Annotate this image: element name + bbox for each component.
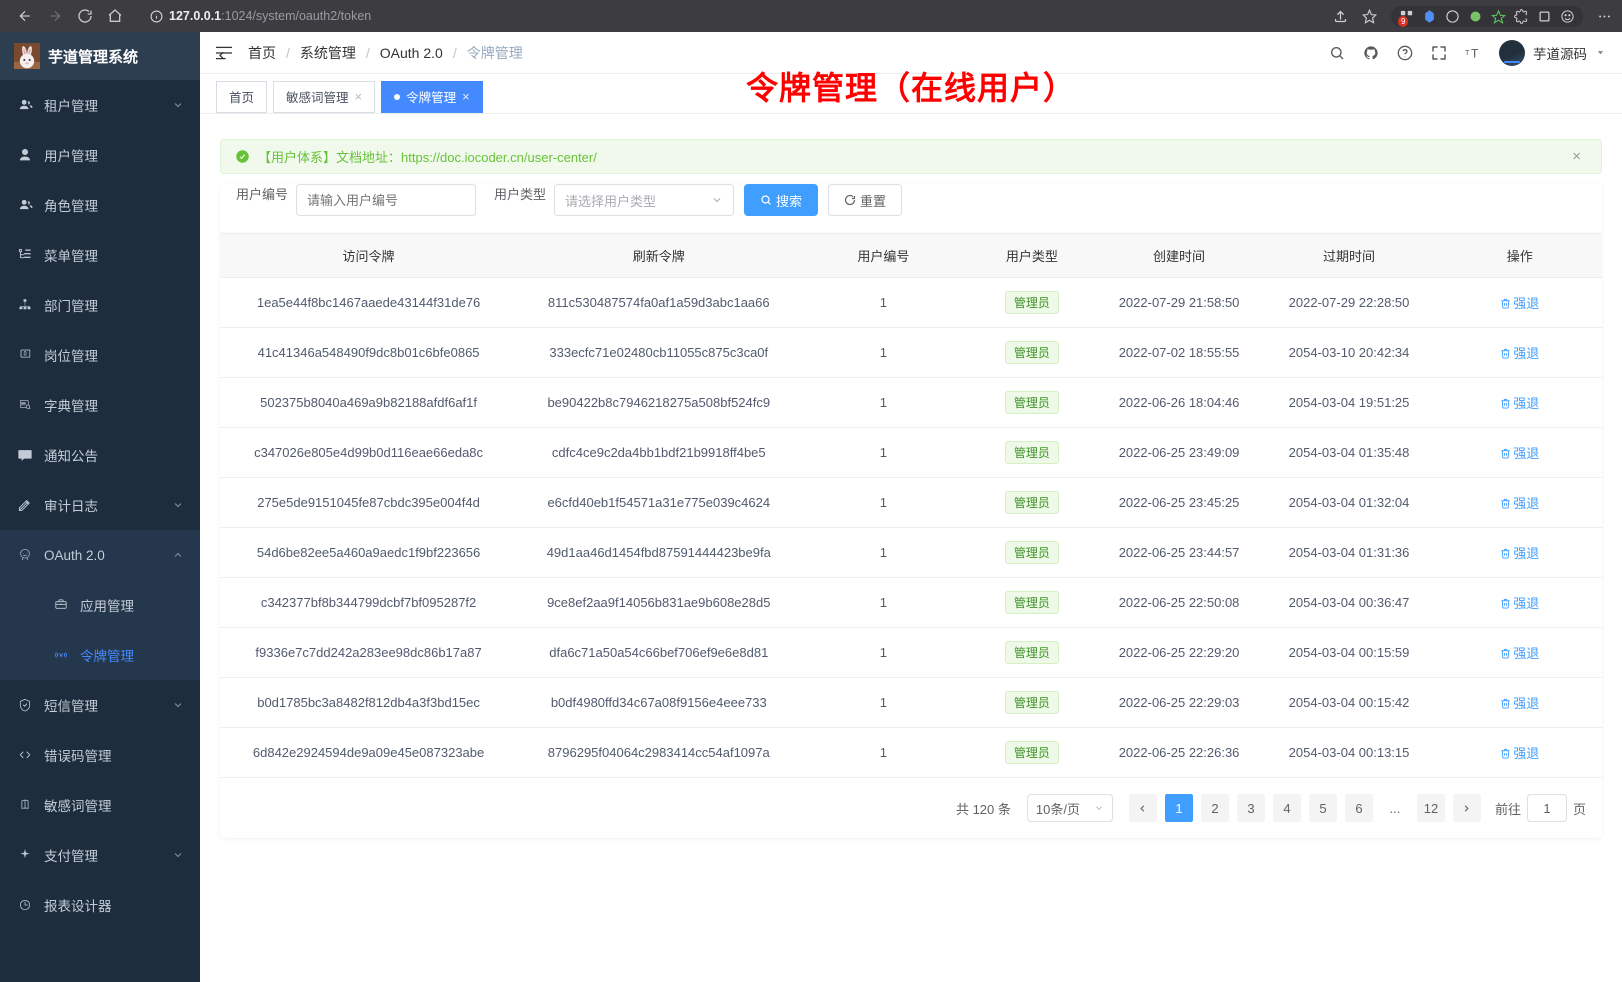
svg-text:T: T [1465, 48, 1470, 57]
svg-text:T: T [1471, 46, 1479, 60]
